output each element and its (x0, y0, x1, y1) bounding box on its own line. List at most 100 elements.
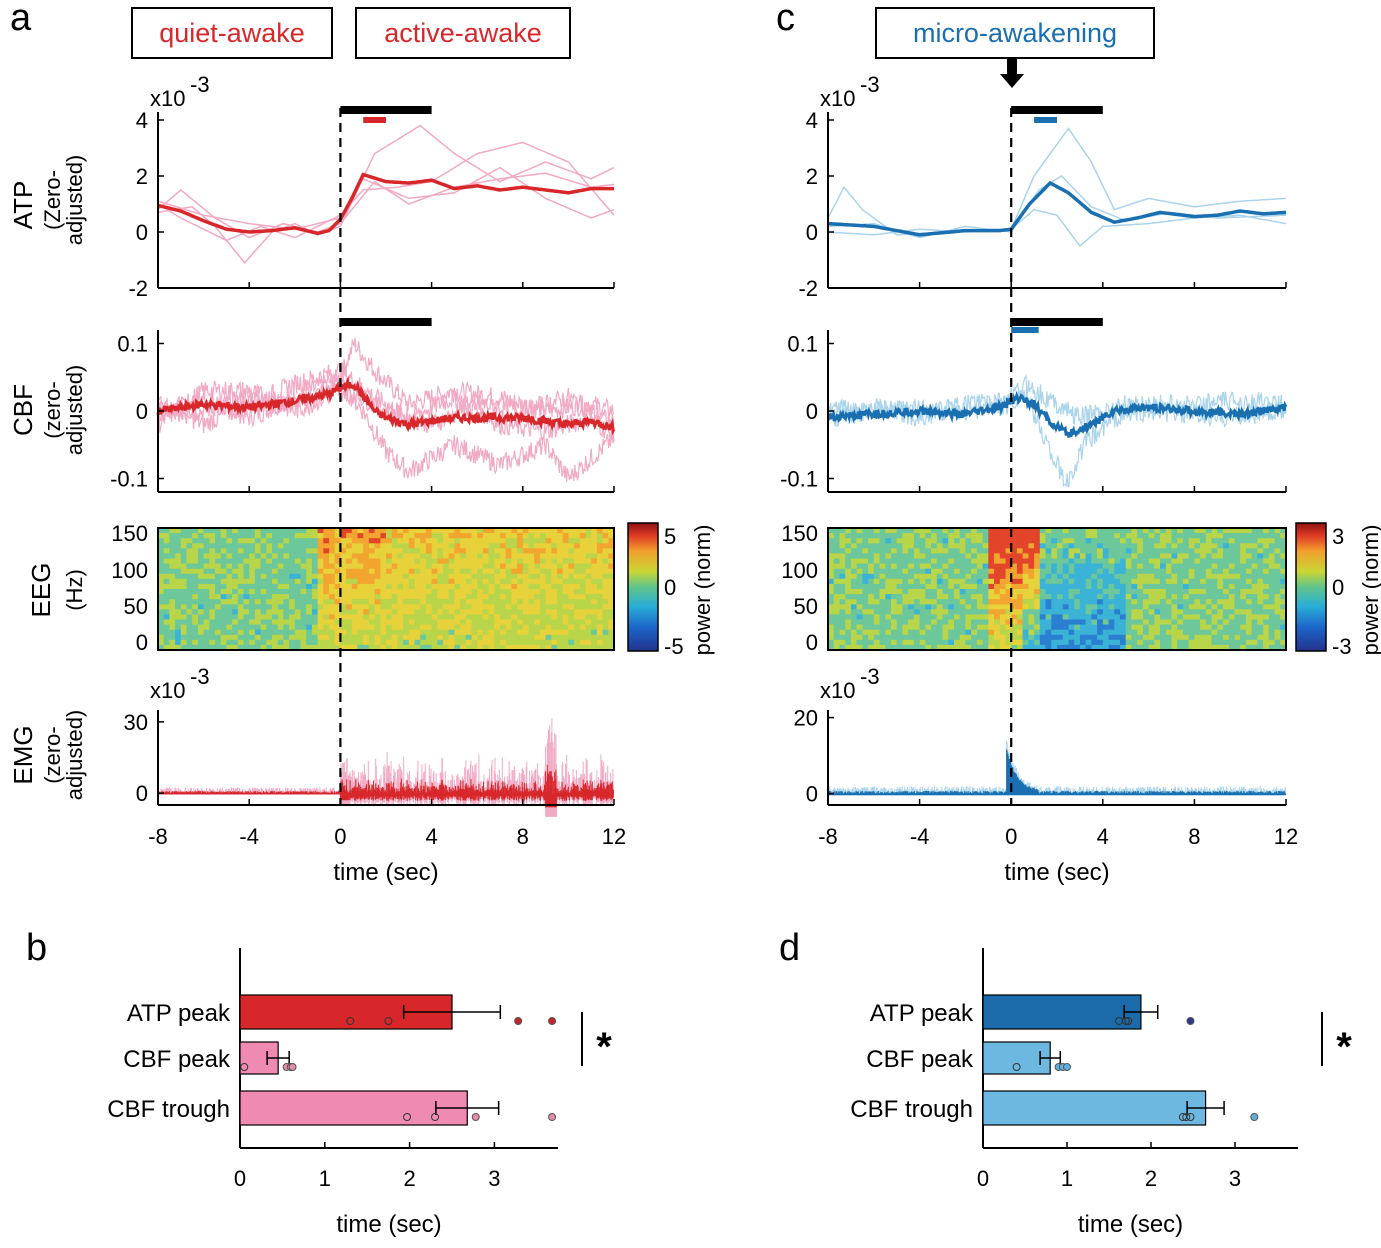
eeg-cell (386, 604, 393, 610)
eeg-cell (551, 589, 558, 595)
eeg-cell (1068, 619, 1075, 626)
eeg-cell (839, 644, 846, 651)
eeg-cell (1131, 573, 1138, 580)
eeg-cell (351, 568, 359, 575)
eeg-cell (1223, 578, 1230, 585)
eeg-cell (425, 629, 433, 636)
eeg-cell (1177, 578, 1184, 585)
eeg-cell (1263, 599, 1270, 605)
eeg-cell (260, 578, 267, 585)
eeg-cell (1257, 578, 1264, 585)
eeg-cell (1022, 558, 1029, 565)
eeg-cell (460, 629, 467, 636)
eeg-cell (568, 644, 575, 651)
eeg-cell (585, 604, 592, 610)
eeg-cell (982, 563, 989, 570)
eeg-cell (1165, 533, 1173, 539)
eeg-cell (999, 589, 1007, 595)
eeg-cell (948, 609, 955, 615)
eeg-cell (591, 624, 598, 631)
eeg-cell (517, 604, 524, 610)
eeg-cell (839, 533, 846, 539)
eeg-cell (1062, 578, 1069, 585)
eeg-cell (180, 553, 188, 560)
eeg-cell (357, 578, 364, 585)
eeg-cell (351, 599, 359, 605)
eeg-cell (517, 599, 524, 605)
eeg-cell (1051, 583, 1058, 590)
eeg-cell (971, 583, 978, 590)
eeg-cell (579, 583, 587, 590)
eeg-cell (1091, 568, 1098, 575)
eeg-cell (557, 558, 564, 565)
eeg-cell (896, 599, 903, 605)
eeg-cell (891, 563, 898, 570)
eeg-cell (1131, 548, 1138, 554)
eeg-cell (522, 558, 530, 565)
eeg-cell (408, 644, 416, 651)
eeg-cell (340, 624, 347, 631)
eeg-cell (988, 548, 995, 554)
eeg-cell (1097, 614, 1104, 621)
eeg-cell (562, 578, 569, 585)
eeg-cell (873, 528, 881, 534)
eeg-cell (896, 629, 903, 636)
eeg-cell (1108, 583, 1115, 590)
eeg-cell (374, 558, 381, 565)
eeg-cell (1234, 624, 1241, 631)
eeg-cell (568, 543, 575, 549)
eeg-cell (340, 594, 347, 600)
eeg-cell (232, 578, 239, 585)
eeg-cell (942, 604, 949, 610)
eeg-cell (1108, 538, 1115, 544)
eeg-cell (203, 634, 210, 641)
eeg-cell (363, 538, 370, 544)
eeg-cell (232, 548, 239, 554)
eeg-cell (1223, 599, 1230, 605)
eeg-cell (1131, 604, 1138, 610)
eeg-cell (1194, 634, 1201, 641)
eeg-cell (431, 624, 438, 631)
eeg-cell (891, 614, 898, 621)
eeg-cell (959, 609, 966, 615)
eeg-cell (1062, 538, 1069, 544)
eeg-cell (982, 614, 989, 621)
eeg-cell (1154, 614, 1161, 621)
eeg-cell (1142, 568, 1150, 575)
eeg-cell (982, 578, 989, 585)
eeg-cell (1028, 543, 1035, 549)
eeg-cell (551, 639, 558, 646)
eeg-cell (925, 619, 932, 626)
eeg-cell (1120, 573, 1127, 580)
eeg-cell (1097, 528, 1104, 534)
eeg-cell (1074, 609, 1081, 615)
eeg-cell (522, 594, 530, 600)
eeg-cell (1183, 548, 1190, 554)
eeg-cell (579, 604, 587, 610)
eeg-cell (397, 604, 404, 610)
eeg-cell (1125, 548, 1132, 554)
eeg-cell (500, 614, 507, 621)
eeg-cell (454, 558, 461, 565)
eeg-cell (283, 553, 290, 560)
eeg-cell (465, 548, 473, 554)
eeg-cell (1234, 558, 1241, 565)
eeg-cell (1091, 528, 1098, 534)
eeg-cell (517, 634, 524, 641)
eeg-cell (1268, 639, 1276, 646)
eeg-cell (1057, 528, 1064, 534)
eeg-cell (839, 573, 846, 580)
eeg-cell (1028, 578, 1035, 585)
eeg-cell (1120, 528, 1127, 534)
eeg-cell (891, 578, 898, 585)
eeg-cell (311, 609, 319, 615)
eeg-cell (237, 589, 245, 595)
eeg-cell (163, 578, 170, 585)
eeg-cell (879, 594, 886, 600)
eeg-cell (976, 578, 984, 585)
eeg-cell (477, 609, 484, 615)
eeg-cell (420, 558, 427, 565)
eeg-cell (1051, 528, 1058, 534)
eeg-cell (1085, 563, 1092, 570)
eeg-cell (954, 553, 961, 560)
